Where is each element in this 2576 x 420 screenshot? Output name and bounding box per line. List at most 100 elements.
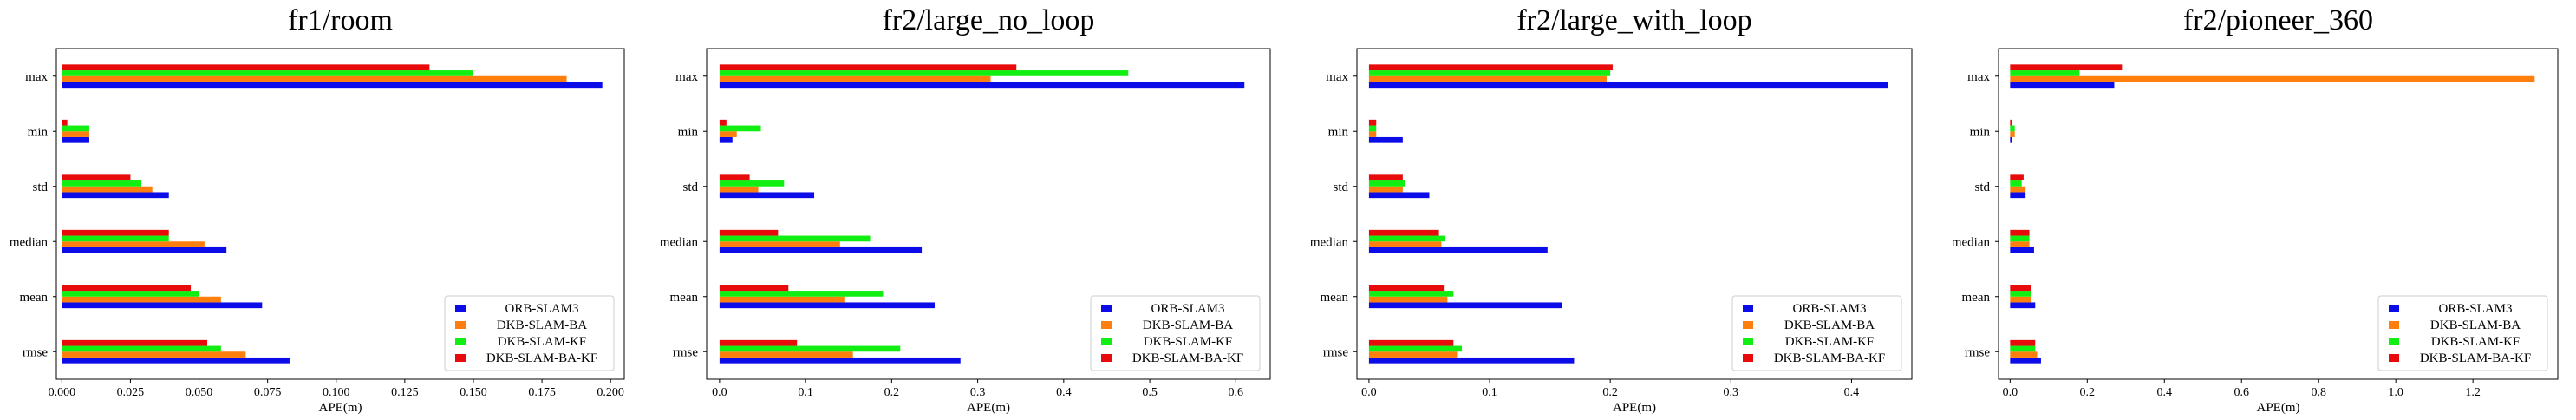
bar-dkb-slam-ba-min (719, 131, 737, 137)
bar-dkb-slam-kf-max (1368, 70, 1611, 76)
y-tick-label-median: median (1952, 235, 1991, 249)
bar-dkb-slam-ba-kf-min (719, 119, 727, 126)
bar-dkb-slam-ba-mean (719, 296, 845, 303)
bar-dkb-slam-kf-std (2010, 180, 2022, 187)
legend-label-dkb-slam-kf: DKB-SLAM-KF (2431, 335, 2521, 349)
legend-box (1090, 295, 1261, 371)
x-tick-label: 0.4 (1844, 386, 1860, 399)
bar-dkb-slam-ba-kf-mean (1368, 285, 1445, 292)
bar-dkb-slam-ba-kf-std (1368, 174, 1403, 181)
bar-dkb-slam-ba-max (1368, 75, 1607, 82)
bar-dkb-slam-ba-kf-median (62, 229, 169, 236)
legend: ORB-SLAM3 DKB-SLAM-BA DKB-SLAM-KF DKB-SLAM-… (2377, 295, 2548, 371)
bar-orb-slam3-rmse (719, 357, 961, 364)
y-tick-label-rmse: rmse (23, 345, 49, 359)
x-tick-label: 0.5 (1142, 386, 1158, 399)
y-tick-label-mean: mean (670, 291, 699, 305)
bar-dkb-slam-ba-kf-rmse (2010, 339, 2036, 346)
bar-orb-slam3-mean (1368, 302, 1562, 309)
x-tick-label: 0.4 (1056, 386, 1072, 399)
legend-swatch-dkb-slam-ba-kf (455, 354, 466, 362)
y-tick-label-rmse: rmse (1965, 345, 1991, 359)
legend-label-orb-slam3: ORB-SLAM3 (1151, 302, 1224, 316)
y-tick-label-max: max (675, 70, 698, 84)
x-tick-label: 0.000 (49, 386, 76, 399)
legend-swatch-dkb-slam-ba-kf (2389, 354, 2399, 362)
bar-dkb-slam-ba-kf-min (62, 119, 68, 126)
x-tick-label: 0.3 (1724, 386, 1739, 399)
bar-dkb-slam-kf-median (1368, 235, 1445, 242)
bar-dkb-slam-ba-kf-min (2010, 119, 2013, 126)
bar-dkb-slam-ba-kf-std (719, 174, 750, 181)
legend-label-dkb-slam-ba: DKB-SLAM-BA (2430, 318, 2521, 332)
bar-orb-slam3-mean (719, 302, 935, 309)
bar-dkb-slam-ba-median (1368, 241, 1442, 247)
x-tick-label: 0.1 (798, 386, 813, 399)
bar-orb-slam3-min (2010, 136, 2012, 143)
bar-dkb-slam-ba-rmse (2010, 351, 2038, 358)
bar-dkb-slam-ba-kf-max (1368, 64, 1613, 71)
bar-dkb-slam-ba-rmse (62, 351, 246, 358)
legend-box (444, 295, 615, 371)
legend-label-dkb-slam-ba-kf: DKB-SLAM-BA-KF (1132, 351, 1243, 365)
legend-label-dkb-slam-kf: DKB-SLAM-KF (498, 335, 587, 349)
bar-orb-slam3-max (719, 82, 1245, 89)
y-tick-label-mean: mean (1962, 291, 1991, 305)
legend: ORB-SLAM3 DKB-SLAM-BA DKB-SLAM-KF DKB-SLAM-… (444, 295, 615, 371)
legend-swatch-dkb-slam-ba (2389, 321, 2399, 329)
plot-frame (1356, 48, 1913, 380)
y-tick-label-rmse: rmse (673, 345, 699, 359)
bar-dkb-slam-ba-kf-max (719, 64, 1017, 71)
plot-frame (706, 48, 1271, 380)
bar-orb-slam3-rmse (1368, 357, 1575, 364)
bar-dkb-slam-ba-kf-max (62, 64, 430, 71)
legend-label-dkb-slam-ba: DKB-SLAM-BA (1143, 318, 1233, 332)
bar-dkb-slam-kf-mean (1368, 291, 1454, 297)
bar-orb-slam3-max (2010, 82, 2115, 89)
bar-dkb-slam-ba-min (2010, 131, 2015, 137)
legend-swatch-dkb-slam-ba (1101, 321, 1112, 329)
legend-swatch-dkb-slam-kf (455, 338, 466, 345)
bar-dkb-slam-kf-rmse (719, 345, 901, 352)
bar-orb-slam3-std (62, 192, 169, 199)
bar-dkb-slam-ba-rmse (719, 351, 853, 358)
x-tick-label: 0.6 (1229, 386, 1244, 399)
x-tick-label: 0.125 (391, 386, 419, 399)
legend-swatch-dkb-slam-kf (1101, 338, 1112, 345)
bar-orb-slam3-median (2010, 246, 2034, 253)
x-tick-label: 0.8 (2311, 386, 2326, 399)
bar-orb-slam3-mean (2010, 302, 2036, 309)
bar-dkb-slam-kf-min (2010, 125, 2015, 132)
bar-dkb-slam-ba-kf-std (62, 174, 131, 181)
bar-dkb-slam-ba-kf-median (719, 229, 779, 236)
y-tick-label-std: std (1333, 180, 1348, 194)
y-tick-label-min: min (678, 125, 699, 139)
bar-dkb-slam-ba-mean (62, 296, 221, 303)
bar-orb-slam3-std (1368, 192, 1430, 199)
bar-dkb-slam-kf-mean (2010, 291, 2031, 297)
bar-dkb-slam-ba-kf-max (2010, 64, 2123, 71)
bar-dkb-slam-ba-median (719, 241, 840, 247)
bar-orb-slam3-median (62, 246, 227, 253)
legend-label-orb-slam3: ORB-SLAM3 (505, 302, 578, 316)
legend-label-dkb-slam-ba: DKB-SLAM-BA (1784, 318, 1875, 332)
plot-frame (1998, 48, 2559, 380)
x-axis-label: APE(m) (319, 401, 362, 415)
plot-frame (55, 48, 625, 380)
y-tick-label-rmse: rmse (1323, 345, 1349, 359)
bar-dkb-slam-kf-median (719, 235, 871, 242)
bar-orb-slam3-std (719, 192, 815, 199)
chart-title: fr1/room (288, 4, 393, 36)
bar-dkb-slam-kf-rmse (1368, 345, 1463, 352)
x-tick-label: 1.0 (2388, 386, 2403, 399)
x-tick-label: 0.2 (884, 386, 900, 399)
y-tick-label-max: max (1326, 70, 1348, 84)
x-tick-label: 0.0 (712, 386, 727, 399)
bar-orb-slam3-max (62, 82, 603, 89)
bar-orb-slam3-std (2010, 192, 2026, 199)
bar-orb-slam3-median (1368, 246, 1548, 253)
chart-panel-1: fr1/room rmse mean median std min max 0.000 0.02… (10, 4, 625, 415)
